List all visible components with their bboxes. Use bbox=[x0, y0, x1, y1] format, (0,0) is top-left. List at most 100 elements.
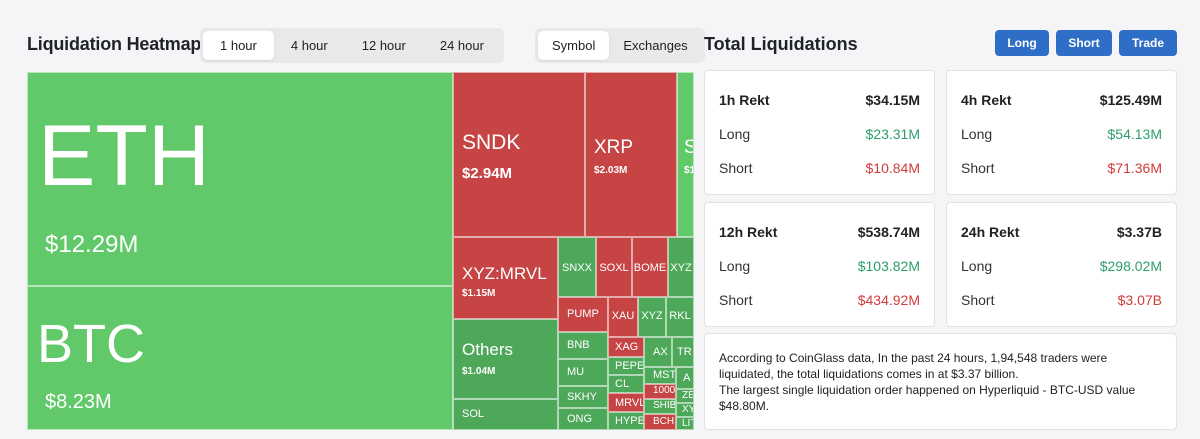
tab-12-hour[interactable]: 12 hour bbox=[361, 38, 406, 53]
cell-name: HYPE bbox=[615, 415, 644, 427]
cell-name: BTC bbox=[37, 314, 145, 374]
tab-exchanges[interactable]: Exchanges bbox=[623, 38, 688, 53]
cell-name: XYZ:MRVL bbox=[462, 264, 547, 283]
short-value: $3.07B bbox=[1117, 292, 1162, 308]
treemap-cell-xrp[interactable]: XRP $2.03M bbox=[585, 72, 677, 237]
treemap-cell-xyz-mrvl[interactable]: XYZ:MRVL $1.15M bbox=[453, 237, 558, 319]
card-long-row: Long $23.31M bbox=[719, 117, 920, 151]
long-value: $23.31M bbox=[865, 126, 920, 142]
treemap-cell-pump[interactable]: PUMP bbox=[558, 297, 608, 332]
rekt-card-4h: 4h Rekt $125.49M Long $54.13M Short $71.… bbox=[946, 70, 1177, 195]
treemap-cell-hype[interactable]: HYPE bbox=[608, 412, 644, 430]
cell-name: BCH bbox=[653, 416, 675, 427]
treemap-cell-bch[interactable]: BCH bbox=[644, 414, 676, 430]
cell-value: $1.04M bbox=[462, 366, 496, 377]
card-header: 1h Rekt $34.15M bbox=[719, 83, 920, 117]
cell-name: PUMP bbox=[567, 308, 599, 320]
cell-name: TR bbox=[677, 346, 692, 358]
treemap-cell-soxl[interactable]: SOXL bbox=[596, 237, 632, 297]
cell-name: XAG bbox=[615, 341, 639, 353]
card-label: 24h Rekt bbox=[961, 224, 1020, 240]
cell-value: $1.15M bbox=[462, 288, 496, 299]
treemap-cell-1000[interactable]: 1000 bbox=[644, 384, 676, 399]
view-tabs: Symbol Exchanges bbox=[535, 28, 705, 63]
treemap-cell-mrvl[interactable]: MRVL bbox=[608, 393, 644, 412]
treemap-cell-xag[interactable]: XAG bbox=[608, 337, 644, 357]
tab-symbol[interactable]: Symbol bbox=[538, 31, 610, 60]
trade-button[interactable]: Trade bbox=[1119, 30, 1177, 56]
long-value: $54.13M bbox=[1107, 126, 1162, 142]
treemap-cell-cl[interactable]: CL bbox=[608, 375, 644, 393]
treemap-cell-bnb[interactable]: BNB bbox=[558, 332, 608, 359]
cell-name: Others bbox=[462, 340, 514, 359]
card-total: $34.15M bbox=[865, 92, 920, 108]
short-value: $10.84M bbox=[865, 160, 920, 176]
treemap-cell-bome[interactable]: BOME bbox=[632, 237, 668, 297]
heatmap-title: Liquidation Heatmap bbox=[27, 34, 202, 54]
cell-value: $1 bbox=[684, 165, 693, 176]
summary-text-2: The largest single liquidation order hap… bbox=[719, 383, 1136, 413]
treemap-cell-pepe[interactable]: PEPE bbox=[608, 357, 644, 375]
treemap-cell-xyz-b[interactable]: XYZ bbox=[638, 297, 666, 337]
treemap-cell-snxx[interactable]: SNXX bbox=[558, 237, 596, 297]
liquidation-treemap: ETH $12.29M BTC $8.23M SNDK $2.94M XRP $… bbox=[27, 72, 694, 430]
cell-name: XYZ bbox=[641, 310, 663, 322]
short-value: $434.92M bbox=[857, 292, 920, 308]
treemap-cell-a[interactable]: A bbox=[676, 367, 694, 389]
cell-value: $12.29M bbox=[45, 231, 139, 258]
treemap-cell-eth[interactable]: ETH $12.29M bbox=[27, 72, 453, 286]
short-value: $71.36M bbox=[1107, 160, 1162, 176]
treemap-cell-shib[interactable]: SHIB bbox=[644, 399, 676, 414]
tab-24-hour[interactable]: 24 hour bbox=[439, 38, 484, 53]
card-label: 1h Rekt bbox=[719, 92, 770, 108]
cell-name: BNB bbox=[567, 339, 590, 351]
short-button[interactable]: Short bbox=[1056, 30, 1112, 56]
rekt-card-24h: 24h Rekt $3.37B Long $298.02M Short $3.0… bbox=[946, 202, 1177, 327]
cell-value: $8.23M bbox=[45, 391, 112, 413]
treemap-cell-tr[interactable]: TR bbox=[672, 337, 694, 367]
treemap-cell-lit[interactable]: LIT bbox=[676, 417, 694, 430]
treemap-cell-btc[interactable]: BTC $8.23M bbox=[27, 286, 453, 430]
rekt-card-1h: 1h Rekt $34.15M Long $23.31M Short $10.8… bbox=[704, 70, 935, 195]
long-label: Long bbox=[719, 126, 751, 142]
treemap-cell-xyz-a[interactable]: XYZ bbox=[668, 237, 694, 297]
cell-name: SOL bbox=[462, 408, 485, 420]
treemap-cell-skhy[interactable]: SKHY bbox=[558, 386, 608, 408]
cell-name: XRP bbox=[594, 137, 634, 158]
cell-value: $2.03M bbox=[594, 165, 628, 176]
short-label: Short bbox=[961, 160, 995, 176]
treemap-cell-sol[interactable]: SOL bbox=[453, 399, 558, 430]
card-header: 24h Rekt $3.37B bbox=[961, 215, 1162, 249]
treemap-cell-mu[interactable]: MU bbox=[558, 359, 608, 386]
treemap-cell-ax[interactable]: AX bbox=[644, 337, 672, 367]
cell-value: $2.94M bbox=[462, 165, 513, 182]
treemap-cell-ze[interactable]: ZE bbox=[676, 389, 694, 403]
cell-name: AX bbox=[653, 346, 668, 358]
cell-name: A bbox=[683, 372, 691, 384]
card-long-row: Long $54.13M bbox=[961, 117, 1162, 151]
treemap-cell-others[interactable]: Others $1.04M bbox=[453, 319, 558, 399]
card-short-row: Short $71.36M bbox=[961, 151, 1162, 185]
card-label: 4h Rekt bbox=[961, 92, 1012, 108]
cell-name: XYZ bbox=[670, 262, 692, 274]
cell-name: MST bbox=[653, 369, 676, 381]
treemap-cell-sndk[interactable]: SNDK $2.94M bbox=[453, 72, 585, 237]
treemap-cell-xau[interactable]: XAU bbox=[608, 297, 638, 337]
treemap-cell-ong[interactable]: ONG bbox=[558, 408, 608, 430]
cell-name: SOXL bbox=[599, 262, 629, 274]
card-long-row: Long $103.82M bbox=[719, 249, 920, 283]
cell-name: SHIB bbox=[653, 400, 676, 411]
cell-name: SNXX bbox=[562, 262, 592, 274]
treemap-cell-s[interactable]: S $1 bbox=[677, 72, 694, 237]
tab-1-hour[interactable]: 1 hour bbox=[203, 31, 274, 60]
tab-4-hour[interactable]: 4 hour bbox=[290, 38, 328, 53]
treemap-cell-rkl[interactable]: RKL bbox=[666, 297, 694, 337]
cell-name: XAU bbox=[611, 310, 635, 322]
time-range-tabs: 1 hour 4 hour 12 hour 24 hour bbox=[200, 28, 504, 63]
card-header: 12h Rekt $538.74M bbox=[719, 215, 920, 249]
treemap-cell-mst[interactable]: MST bbox=[644, 367, 676, 384]
cell-name: BOME bbox=[633, 262, 667, 274]
long-button[interactable]: Long bbox=[995, 30, 1049, 56]
card-label: 12h Rekt bbox=[719, 224, 778, 240]
treemap-cell-xy[interactable]: XY bbox=[676, 403, 694, 417]
